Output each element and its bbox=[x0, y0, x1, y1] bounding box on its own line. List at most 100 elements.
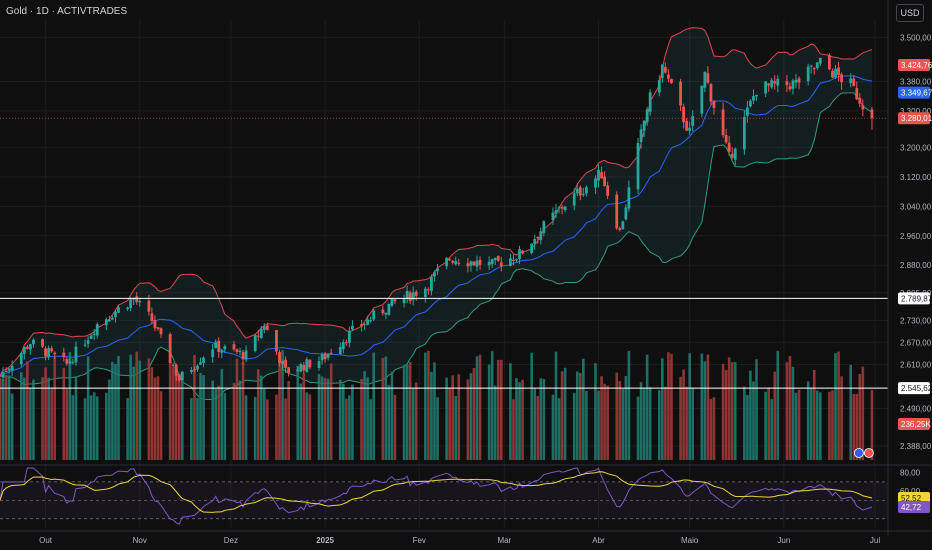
price-tick-label: 2.388,00 bbox=[900, 442, 932, 451]
volume-bar bbox=[627, 351, 631, 460]
candle-body bbox=[256, 335, 260, 337]
volume-bar bbox=[23, 377, 26, 460]
candle-body bbox=[117, 307, 120, 313]
candle-body bbox=[83, 344, 87, 346]
candle-body bbox=[703, 71, 707, 88]
candle-body bbox=[688, 127, 692, 131]
volume-bar bbox=[551, 394, 555, 460]
volume-bar bbox=[117, 355, 120, 460]
candle-body bbox=[366, 319, 370, 325]
bollinger-fill bbox=[0, 27, 872, 400]
candle-body bbox=[648, 92, 652, 112]
volume-bar bbox=[664, 386, 667, 460]
currency-button[interactable]: USD bbox=[896, 4, 924, 22]
volume-bar bbox=[451, 375, 454, 460]
volume-bar bbox=[223, 392, 227, 460]
volume-bar bbox=[691, 388, 695, 460]
candle-body bbox=[721, 109, 725, 136]
rsi-ma-line bbox=[0, 471, 873, 513]
volume-bar bbox=[284, 398, 287, 460]
volume-bar bbox=[111, 362, 114, 460]
price-label: 3.280,01 bbox=[901, 114, 932, 123]
candle-body bbox=[259, 328, 263, 338]
candle-body bbox=[62, 352, 66, 358]
candle-body bbox=[515, 259, 518, 261]
candle-body bbox=[554, 210, 558, 214]
candle-body bbox=[436, 268, 439, 272]
volume-bar bbox=[852, 394, 856, 460]
volume-bar bbox=[752, 381, 755, 460]
volume-bar bbox=[196, 397, 199, 460]
candle-body bbox=[153, 320, 157, 329]
candle-body bbox=[530, 243, 534, 254]
volume-bar bbox=[302, 373, 306, 460]
volume-bar bbox=[95, 396, 99, 460]
candle-body bbox=[129, 299, 133, 308]
candle-body bbox=[433, 272, 436, 277]
candle-body bbox=[584, 187, 588, 194]
volume-bar bbox=[600, 376, 603, 460]
candle-body bbox=[89, 335, 93, 339]
volume-bar bbox=[855, 394, 859, 460]
candle-body bbox=[111, 318, 114, 320]
candle-body bbox=[745, 107, 749, 116]
volume-bar bbox=[86, 356, 90, 460]
candle-body bbox=[262, 326, 266, 330]
candle-body bbox=[472, 261, 476, 266]
candle-body bbox=[642, 120, 646, 131]
volume-bar bbox=[621, 388, 625, 460]
candle-body bbox=[852, 78, 856, 86]
candle-body bbox=[624, 207, 628, 220]
candle-body bbox=[791, 80, 795, 89]
volume-bar bbox=[636, 396, 640, 460]
candle-body bbox=[606, 185, 610, 196]
candle-body bbox=[275, 329, 278, 352]
volume-bar bbox=[114, 364, 117, 460]
candle-body bbox=[426, 289, 430, 291]
volume-bar bbox=[342, 383, 345, 460]
volume-bar bbox=[512, 399, 515, 460]
volume-bar bbox=[241, 362, 245, 460]
volume-bar bbox=[193, 354, 196, 460]
time-tick-label: Fev bbox=[413, 536, 426, 545]
candle-body bbox=[408, 292, 412, 301]
volume-label: 236,25K bbox=[901, 420, 931, 429]
volume-bar bbox=[518, 382, 521, 460]
volume-bar bbox=[47, 377, 50, 460]
candle-body bbox=[858, 97, 862, 104]
bollinger-upper-line bbox=[0, 27, 873, 376]
candle-body bbox=[521, 250, 524, 254]
candle-body bbox=[627, 187, 631, 209]
volume-bar bbox=[4, 374, 8, 460]
volume-bar bbox=[791, 366, 795, 460]
candle-body bbox=[490, 259, 494, 264]
candle-body bbox=[454, 260, 458, 265]
volume-bar bbox=[585, 390, 588, 460]
price-label: 3.424,76 bbox=[901, 61, 932, 70]
candle-body bbox=[615, 194, 619, 229]
candle-body bbox=[402, 298, 406, 304]
volume-bars bbox=[0, 350, 874, 460]
volume-bar bbox=[369, 399, 372, 460]
candle-body bbox=[22, 346, 26, 354]
volume-bar bbox=[278, 351, 281, 460]
candle-body bbox=[347, 330, 351, 343]
rsi-value-label: 42,72 bbox=[901, 503, 922, 512]
volume-bar bbox=[1, 379, 5, 460]
time-tick-label: Mar bbox=[497, 536, 511, 545]
time-tick-label: Maio bbox=[681, 536, 699, 545]
candle-body bbox=[788, 86, 792, 90]
candle-body bbox=[837, 67, 840, 75]
volume-bar bbox=[685, 386, 688, 460]
volume-bar bbox=[32, 379, 35, 460]
volume-bar bbox=[831, 390, 834, 460]
candle-body bbox=[53, 352, 57, 355]
price-tick-label: 3.500,00 bbox=[900, 33, 932, 42]
candle-body bbox=[41, 339, 44, 347]
volume-bar bbox=[618, 381, 622, 460]
time-tick-label: Out bbox=[39, 536, 53, 545]
volume-bar bbox=[797, 389, 801, 460]
volume-bar bbox=[733, 362, 737, 460]
volume-bar bbox=[578, 372, 582, 460]
